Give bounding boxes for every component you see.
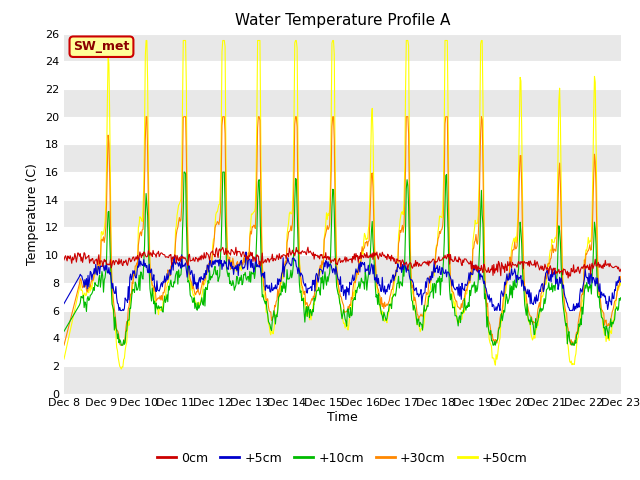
+50cm: [118, 366, 125, 372]
+5cm: [128, 274, 136, 279]
+30cm: [617, 277, 625, 283]
+30cm: [428, 276, 435, 281]
0cm: [617, 266, 625, 272]
0cm: [564, 275, 572, 281]
Bar: [64, 144, 621, 172]
+10cm: [118, 342, 125, 348]
+50cm: [617, 279, 625, 285]
Bar: [64, 311, 621, 338]
+10cm: [180, 169, 188, 175]
+50cm: [186, 277, 193, 283]
+5cm: [242, 249, 250, 255]
Text: SW_met: SW_met: [73, 40, 130, 53]
+10cm: [128, 289, 136, 295]
+10cm: [215, 276, 223, 281]
+50cm: [60, 356, 68, 362]
+50cm: [215, 202, 223, 207]
Line: +10cm: +10cm: [64, 172, 621, 345]
Line: +30cm: +30cm: [64, 117, 621, 345]
+5cm: [412, 286, 419, 291]
0cm: [127, 258, 135, 264]
Bar: [64, 255, 621, 283]
0cm: [184, 263, 192, 268]
0cm: [214, 251, 221, 257]
+30cm: [411, 294, 419, 300]
Bar: [64, 34, 621, 61]
+30cm: [214, 219, 222, 225]
Title: Water Temperature Profile A: Water Temperature Profile A: [235, 13, 450, 28]
Line: +50cm: +50cm: [64, 40, 621, 369]
+50cm: [70, 310, 78, 316]
+5cm: [115, 308, 123, 313]
+5cm: [60, 300, 68, 306]
+10cm: [412, 309, 419, 315]
Line: 0cm: 0cm: [64, 247, 621, 278]
+50cm: [128, 291, 136, 297]
+50cm: [142, 37, 150, 43]
+10cm: [617, 295, 625, 300]
X-axis label: Time: Time: [327, 411, 358, 424]
+30cm: [60, 342, 68, 348]
+10cm: [186, 281, 193, 287]
+5cm: [185, 263, 193, 268]
+30cm: [70, 302, 78, 308]
Line: +5cm: +5cm: [64, 252, 621, 311]
+50cm: [412, 311, 419, 317]
+5cm: [428, 269, 436, 275]
+30cm: [142, 114, 150, 120]
+5cm: [617, 279, 625, 285]
+30cm: [185, 265, 193, 271]
+5cm: [214, 257, 222, 263]
0cm: [428, 259, 435, 265]
+10cm: [70, 312, 78, 317]
Bar: [64, 89, 621, 117]
+5cm: [70, 283, 78, 289]
0cm: [304, 244, 312, 250]
+10cm: [60, 328, 68, 334]
0cm: [60, 257, 68, 263]
Legend: 0cm, +5cm, +10cm, +30cm, +50cm: 0cm, +5cm, +10cm, +30cm, +50cm: [152, 447, 532, 469]
0cm: [70, 256, 78, 262]
0cm: [411, 264, 419, 269]
Y-axis label: Temperature (C): Temperature (C): [26, 163, 39, 264]
+30cm: [127, 291, 135, 297]
+10cm: [428, 288, 436, 294]
Bar: [64, 366, 621, 394]
Bar: [64, 200, 621, 228]
+50cm: [428, 273, 436, 279]
